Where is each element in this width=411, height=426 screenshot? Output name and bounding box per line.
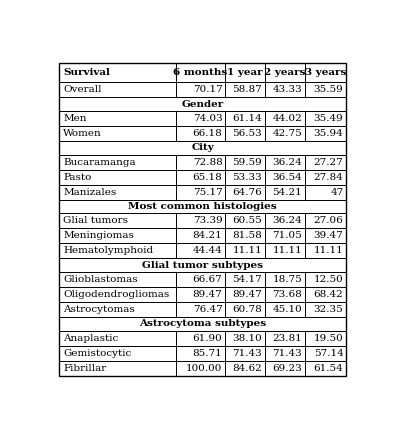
Text: 2 years: 2 years: [264, 68, 305, 77]
Text: 71.43: 71.43: [272, 349, 302, 358]
Text: 76.47: 76.47: [193, 305, 222, 314]
Text: 36.24: 36.24: [272, 216, 302, 225]
Text: 56.53: 56.53: [233, 129, 262, 138]
Text: 53.33: 53.33: [233, 173, 262, 182]
Text: Most common histologies: Most common histologies: [128, 202, 277, 211]
Text: 35.59: 35.59: [314, 85, 344, 95]
Text: 73.39: 73.39: [193, 216, 222, 225]
Text: 27.06: 27.06: [314, 216, 344, 225]
Text: 64.76: 64.76: [233, 188, 262, 197]
Text: 44.44: 44.44: [193, 247, 222, 256]
Text: 69.23: 69.23: [272, 364, 302, 373]
Text: Hematolymphoid: Hematolymphoid: [63, 247, 153, 256]
Text: 42.75: 42.75: [272, 129, 302, 138]
Text: 58.87: 58.87: [233, 85, 262, 95]
Text: Survival: Survival: [63, 68, 110, 77]
Text: 36.24: 36.24: [272, 158, 302, 167]
Text: 35.94: 35.94: [314, 129, 344, 138]
Text: 70.17: 70.17: [193, 85, 222, 95]
Text: Pasto: Pasto: [63, 173, 92, 182]
Text: 6 months: 6 months: [173, 68, 227, 77]
Text: City: City: [191, 144, 214, 153]
Text: 81.58: 81.58: [233, 231, 262, 240]
Text: 60.78: 60.78: [233, 305, 262, 314]
Text: 32.35: 32.35: [314, 305, 344, 314]
Text: 68.42: 68.42: [314, 290, 344, 299]
Text: 18.75: 18.75: [272, 275, 302, 284]
Text: 23.81: 23.81: [272, 334, 302, 343]
Text: 54.21: 54.21: [272, 188, 302, 197]
Text: 45.10: 45.10: [272, 305, 302, 314]
Text: 73.68: 73.68: [272, 290, 302, 299]
Text: Gender: Gender: [182, 100, 224, 109]
Text: Gemistocytic: Gemistocytic: [63, 349, 132, 358]
Text: 36.54: 36.54: [272, 173, 302, 182]
Text: 27.27: 27.27: [314, 158, 344, 167]
Text: 3 years: 3 years: [305, 68, 346, 77]
Text: 11.11: 11.11: [272, 247, 302, 256]
Text: 12.50: 12.50: [314, 275, 344, 284]
Text: 61.90: 61.90: [193, 334, 222, 343]
Text: 84.62: 84.62: [233, 364, 262, 373]
Text: 100.00: 100.00: [186, 364, 222, 373]
Text: 43.33: 43.33: [272, 85, 302, 95]
Text: 75.17: 75.17: [193, 188, 222, 197]
Text: 71.05: 71.05: [272, 231, 302, 240]
Text: 66.67: 66.67: [193, 275, 222, 284]
Text: 61.14: 61.14: [233, 114, 262, 123]
Text: 47: 47: [330, 188, 344, 197]
Text: 19.50: 19.50: [314, 334, 344, 343]
Text: 44.02: 44.02: [272, 114, 302, 123]
Text: 11.11: 11.11: [233, 247, 262, 256]
Text: 66.18: 66.18: [193, 129, 222, 138]
Text: 89.47: 89.47: [193, 290, 222, 299]
Text: 54.17: 54.17: [233, 275, 262, 284]
Text: Manizales: Manizales: [63, 188, 116, 197]
Text: Astrocytomas: Astrocytomas: [63, 305, 135, 314]
Text: 89.47: 89.47: [233, 290, 262, 299]
Text: Meningiomas: Meningiomas: [63, 231, 134, 240]
Text: Oligodendrogliomas: Oligodendrogliomas: [63, 290, 169, 299]
Text: 74.03: 74.03: [193, 114, 222, 123]
Text: Glial tumors: Glial tumors: [63, 216, 128, 225]
Text: Men: Men: [63, 114, 87, 123]
Text: Women: Women: [63, 129, 102, 138]
Text: 27.84: 27.84: [314, 173, 344, 182]
Text: 1 year: 1 year: [227, 68, 263, 77]
Text: 85.71: 85.71: [193, 349, 222, 358]
Text: 57.14: 57.14: [314, 349, 344, 358]
Text: Glial tumor subtypes: Glial tumor subtypes: [142, 261, 263, 270]
Text: Bucaramanga: Bucaramanga: [63, 158, 136, 167]
Text: 71.43: 71.43: [233, 349, 262, 358]
Text: Fibrillar: Fibrillar: [63, 364, 106, 373]
Text: Anaplastic: Anaplastic: [63, 334, 118, 343]
Text: Astrocytoma subtypes: Astrocytoma subtypes: [139, 320, 266, 328]
Text: 59.59: 59.59: [233, 158, 262, 167]
Text: 61.54: 61.54: [314, 364, 344, 373]
Text: 60.55: 60.55: [233, 216, 262, 225]
Text: 39.47: 39.47: [314, 231, 344, 240]
Text: 84.21: 84.21: [193, 231, 222, 240]
Text: 11.11: 11.11: [314, 247, 344, 256]
Text: 72.88: 72.88: [193, 158, 222, 167]
Text: 65.18: 65.18: [193, 173, 222, 182]
Text: 35.49: 35.49: [314, 114, 344, 123]
Text: Overall: Overall: [63, 85, 102, 95]
Text: Glioblastomas: Glioblastomas: [63, 275, 138, 284]
Text: 38.10: 38.10: [233, 334, 262, 343]
